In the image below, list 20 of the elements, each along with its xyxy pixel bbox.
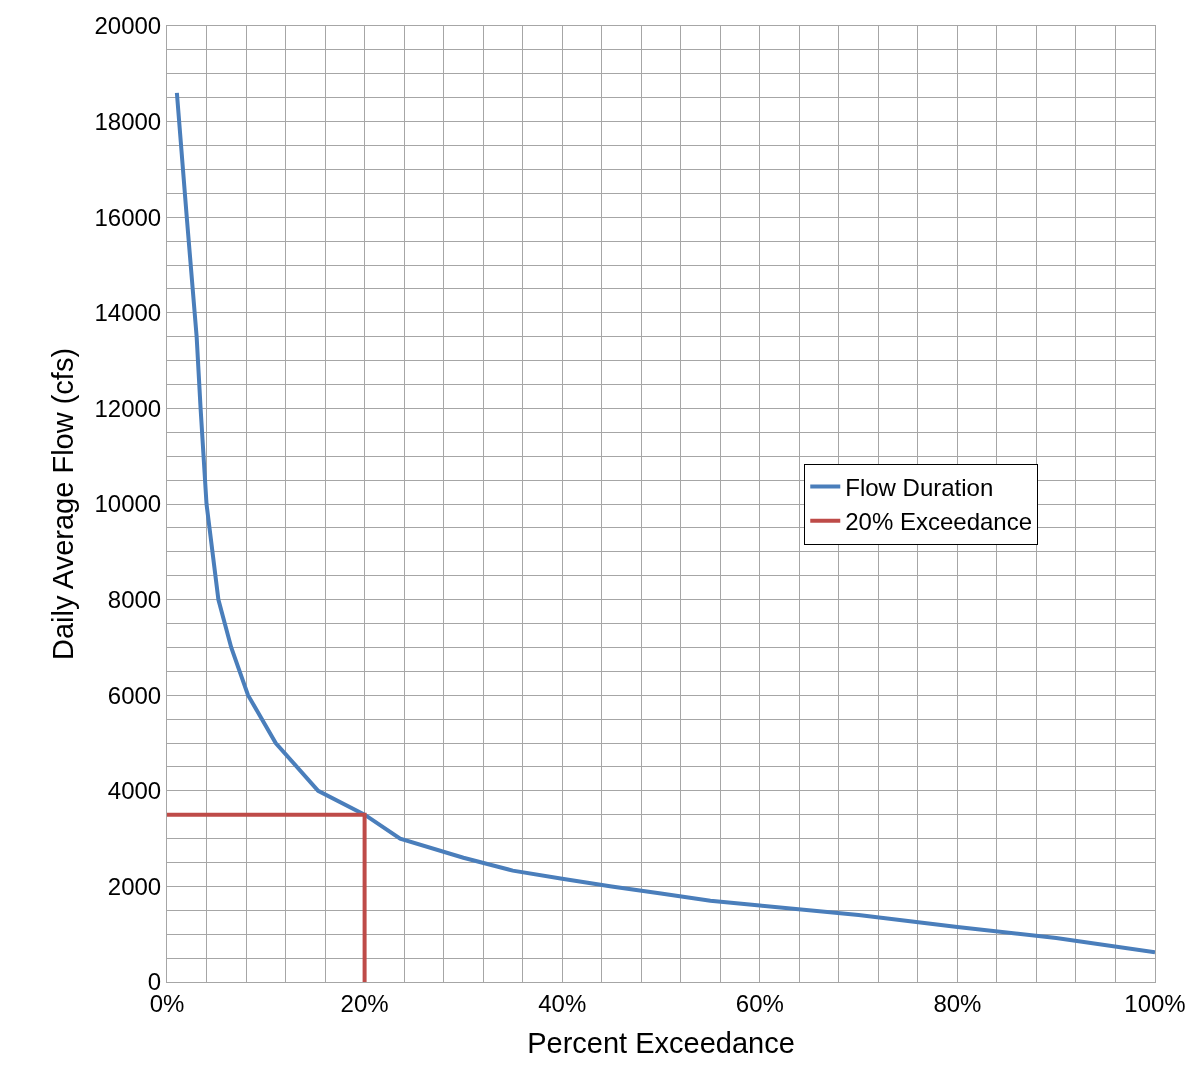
y-tick-label: 2000 [107, 872, 162, 900]
x-axis-title: Percent Exceedance [527, 1026, 795, 1059]
line-series [174, 90, 1155, 955]
y-axis-title: Daily Average Flow (cfs) [46, 347, 79, 661]
x-tick-label: 20% [340, 989, 389, 1017]
y-tick-label: 16000 [94, 203, 162, 231]
legend-label: 20% Exceedance [845, 508, 1033, 536]
y-tick-label: 20000 [94, 12, 162, 40]
y-tick-label: 10000 [94, 490, 162, 518]
y-tick-label: 4000 [107, 777, 162, 805]
y-tick-label: 6000 [107, 681, 162, 709]
y-tick-label: 18000 [94, 108, 162, 135]
x-tick-label: 60% [735, 989, 784, 1017]
x-tick-label: 40% [538, 989, 587, 1017]
y-tick-label: 8000 [107, 586, 162, 613]
x-tick-label: 100% [1124, 989, 1186, 1017]
legend-label: Flow Duration [845, 473, 994, 501]
y-tick-label: 12000 [94, 394, 162, 422]
y-tick-label: 14000 [94, 299, 162, 327]
x-tick-label: 80% [933, 989, 982, 1017]
